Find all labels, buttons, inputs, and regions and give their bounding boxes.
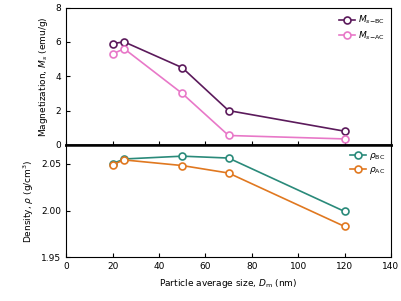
$M_{s\mathsf{-AC}}$ xyxy=(180,92,184,95)
Legend: $\rho_{\mathsf{BC}}$, $\rho_{\mathsf{AC}}$: $\rho_{\mathsf{BC}}$, $\rho_{\mathsf{AC}… xyxy=(348,149,387,178)
$\rho_{\mathsf{AC}}$ xyxy=(342,225,347,228)
$\rho_{\mathsf{BC}}$ xyxy=(342,209,347,213)
$\rho_{\mathsf{BC}}$ xyxy=(122,157,127,161)
$\rho_{\mathsf{AC}}$ xyxy=(226,171,231,175)
$M_{s\mathsf{-AC}}$ xyxy=(342,137,347,141)
$\rho_{\mathsf{AC}}$ xyxy=(110,163,115,166)
$\rho_{\mathsf{BC}}$ xyxy=(226,156,231,160)
Y-axis label: Density, $\rho$ (g/cm$^3$): Density, $\rho$ (g/cm$^3$) xyxy=(21,159,36,243)
$\rho_{\mathsf{AC}}$ xyxy=(122,158,127,162)
$M_{s\mathsf{-BC}}$ xyxy=(122,40,127,44)
$M_{s\mathsf{-AC}}$ xyxy=(110,52,115,56)
Line: $M_{s\mathsf{-BC}}$: $M_{s\mathsf{-BC}}$ xyxy=(109,39,348,135)
Line: $\rho_{\mathsf{BC}}$: $\rho_{\mathsf{BC}}$ xyxy=(109,153,348,215)
$\rho_{\mathsf{AC}}$ xyxy=(180,164,184,167)
$M_{s\mathsf{-BC}}$ xyxy=(342,129,347,133)
$\rho_{\mathsf{BC}}$ xyxy=(180,154,184,158)
Line: $\rho_{\mathsf{AC}}$: $\rho_{\mathsf{AC}}$ xyxy=(109,157,348,230)
$\rho_{\mathsf{BC}}$ xyxy=(110,162,115,166)
Y-axis label: Magnetization, $M_s$ (emu/g): Magnetization, $M_s$ (emu/g) xyxy=(37,16,50,137)
Legend: $M_{s\mathsf{-BC}}$, $M_{s\mathsf{-AC}}$: $M_{s\mathsf{-BC}}$, $M_{s\mathsf{-AC}}$ xyxy=(337,12,387,43)
X-axis label: Particle average size, $D_{\rm m}$ (nm): Particle average size, $D_{\rm m}$ (nm) xyxy=(160,277,298,290)
$M_{s\mathsf{-BC}}$ xyxy=(226,109,231,112)
$M_{s\mathsf{-BC}}$ xyxy=(110,42,115,45)
$M_{s\mathsf{-AC}}$ xyxy=(226,134,231,137)
$M_{s\mathsf{-BC}}$ xyxy=(180,66,184,70)
$M_{s\mathsf{-AC}}$ xyxy=(122,47,127,51)
Line: $M_{s\mathsf{-AC}}$: $M_{s\mathsf{-AC}}$ xyxy=(109,45,348,142)
